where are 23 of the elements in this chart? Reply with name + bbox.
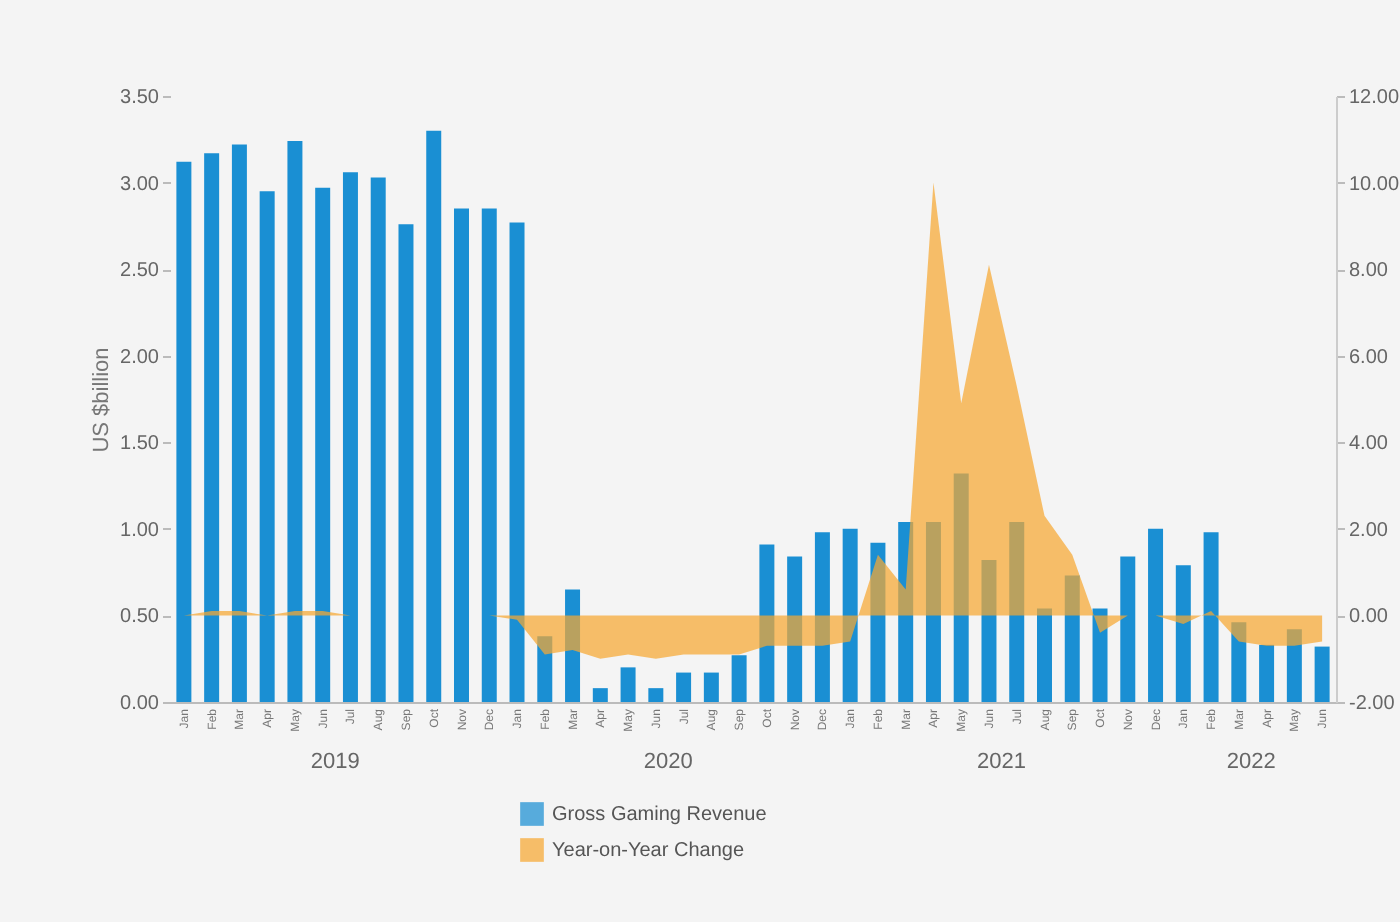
y-tick-label: 1.00 [120,519,160,542]
legend-label: Year-on-Year Change [552,840,745,862]
y2-tick-label: 4.00 [1349,433,1389,456]
y2-tick-label: 8.00 [1349,260,1389,283]
y-tick-label: 3.50 [120,87,160,109]
y-tick-label: 2.50 [120,260,160,283]
text: 2019 [310,750,360,774]
text: 2021 [976,750,1026,774]
y2-tick-label: 10.00 [1349,173,1400,196]
y-tick-label: 1.50 [120,433,160,456]
text: 2022 [1226,750,1276,774]
y-tick-label: 2.00 [120,346,160,369]
text: 2020 [643,750,693,774]
y-axis-title: US $billion [90,347,115,453]
y2-tick-label: 12.00 [1349,87,1400,109]
y2-tick-label: 6.00 [1349,346,1389,369]
legend-label: Gross Gaming Revenue [552,804,768,826]
y2-tick-label: 2.00 [1349,519,1389,542]
y2-tick-label: -2.00 [1349,693,1396,715]
y-tick-label: 0.00 [120,693,160,715]
y2-tick-label: 0.00 [1349,606,1389,629]
y-tick-label: 3.00 [120,173,160,196]
y-tick-label: 0.50 [120,606,160,629]
